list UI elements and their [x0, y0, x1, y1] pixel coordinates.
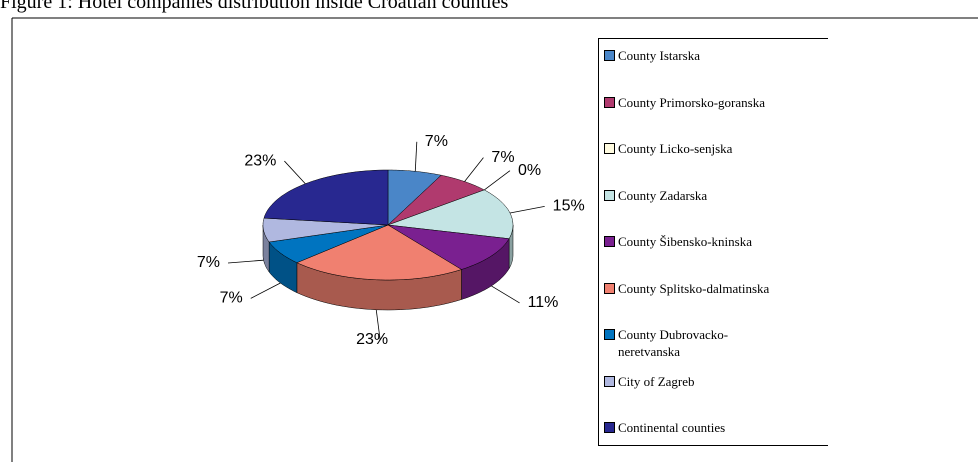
data-label: 23% [356, 331, 388, 348]
legend-swatch [604, 96, 615, 108]
data-label: 15% [553, 198, 585, 215]
data-label: 7% [197, 254, 220, 271]
legend-label: County Primorsko-goranska [618, 94, 765, 110]
legend-label: County Istarska [618, 48, 700, 63]
legend-swatch [604, 282, 615, 294]
data-label: 11% [528, 294, 559, 311]
legend-item: County Istarska [604, 47, 794, 64]
slice [268, 224, 389, 263]
leader-line [414, 141, 418, 172]
legend-label: County Šibensko-kninska [618, 234, 752, 249]
data-label: 23% [244, 152, 276, 169]
legend-label: County Zadarska [618, 187, 708, 203]
legend-swatch [604, 329, 615, 340]
legend-label: County Dubrovacko-neretvanska [618, 327, 729, 359]
leader-line [375, 309, 381, 340]
legend-label: County Licko-senjska [618, 141, 733, 156]
leader-line [491, 285, 520, 304]
legend-swatch [604, 375, 615, 387]
legend-swatch [604, 189, 615, 201]
slice [262, 217, 389, 243]
data-label: 0% [518, 162, 541, 179]
data-label: 7% [220, 290, 243, 307]
leader-line [464, 157, 484, 182]
legend-label: County Splitsko-dalmatinska [618, 280, 770, 296]
leader-line [284, 160, 306, 185]
leader-line [250, 282, 281, 299]
data-label: 7% [425, 133, 448, 150]
chart-title: Figure 1: Hotel companies distribution i… [0, 0, 509, 13]
legend-item: County Primorsko-goranska [604, 94, 794, 111]
legend-label: Continental counties [618, 420, 726, 435]
leader-line [509, 206, 545, 214]
leader-line [484, 170, 511, 191]
slice [296, 224, 463, 281]
legend-swatch [604, 236, 615, 247]
legend-label: City of Zagreb [618, 373, 695, 389]
legend-item: County Licko-senjska [604, 140, 794, 157]
legend-item: County Dubrovacko-neretvanska [604, 326, 768, 360]
legend-swatch [604, 50, 615, 61]
legend-item: Continental counties [604, 419, 794, 436]
legend-item: County Šibensko-kninska [604, 233, 794, 250]
legend-item: County Splitsko-dalmatinska [604, 280, 794, 297]
legend-item: County Zadarska [604, 187, 794, 204]
legend-item: City of Zagreb [604, 373, 794, 390]
legend: County Istarska County Primorsko-goranska… [598, 38, 828, 446]
legend-swatch [604, 143, 615, 154]
data-label: 7% [491, 149, 514, 166]
slice [387, 224, 510, 270]
leader-line [227, 259, 264, 264]
slice [263, 169, 389, 226]
legend-swatch [604, 422, 615, 433]
